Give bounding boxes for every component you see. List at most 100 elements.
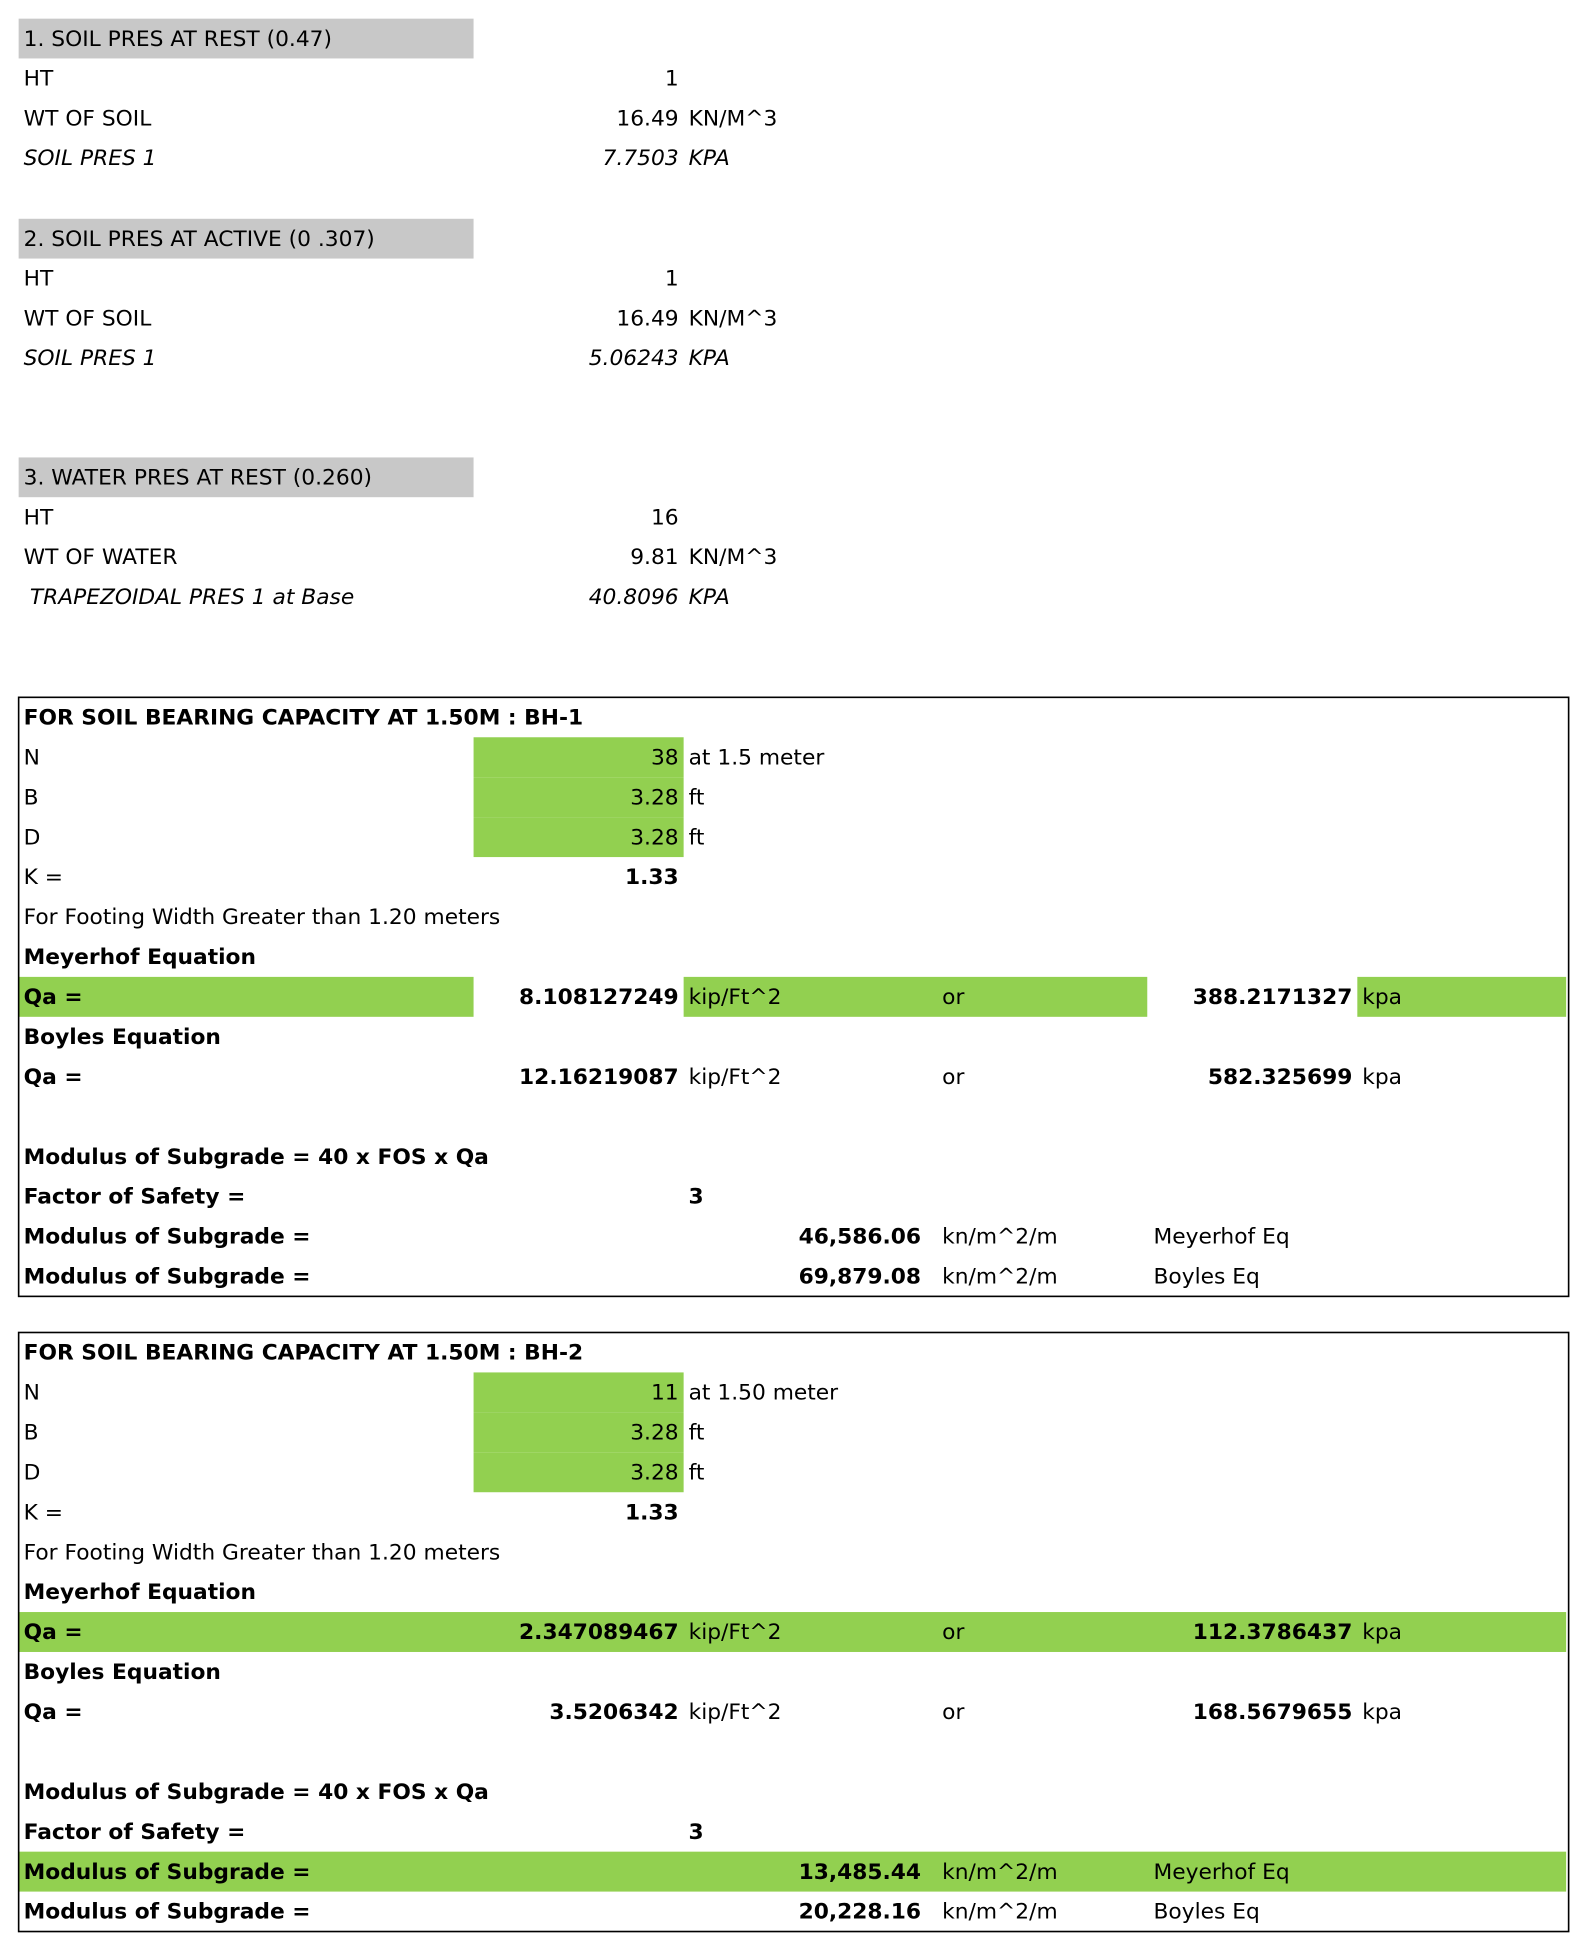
row-unit: kip/Ft^2 bbox=[689, 1620, 782, 1645]
row-unit: ft bbox=[689, 1460, 705, 1485]
safety-factor: 3 bbox=[688, 1820, 703, 1845]
section-header: 1. SOIL PRES AT REST (0.47) bbox=[24, 27, 332, 52]
row-label: Boyles Equation bbox=[24, 1025, 221, 1050]
input-fill bbox=[473, 817, 684, 858]
modulus-value: 46,586.06 bbox=[799, 1225, 921, 1250]
highlight-fill bbox=[18, 976, 474, 1017]
highlight-fill bbox=[18, 1851, 1567, 1892]
row-value: 16.49 bbox=[616, 306, 678, 331]
section-box bbox=[17, 1331, 1570, 1933]
input-value: 3.28 bbox=[630, 1460, 678, 1485]
row-label: B bbox=[24, 1420, 39, 1445]
row-unit-kpa: kpa bbox=[1362, 1620, 1402, 1645]
modulus-unit: kn/m^2/m bbox=[942, 1860, 1057, 1885]
row-or: or bbox=[942, 1620, 964, 1645]
row-value: 16 bbox=[651, 505, 679, 530]
row-value-kpa: 582.325699 bbox=[1208, 1065, 1352, 1090]
row-label: Qa = bbox=[24, 985, 83, 1010]
row-value: 1 bbox=[665, 67, 679, 92]
row-value: 7.7503 bbox=[603, 146, 679, 171]
modulus-note: Boyles Eq bbox=[1153, 1900, 1259, 1925]
input-value: 3.28 bbox=[630, 825, 678, 850]
row-label: Qa = bbox=[24, 1700, 83, 1725]
modulus-note: Meyerhof Eq bbox=[1153, 1225, 1289, 1250]
input-value: 3.28 bbox=[630, 785, 678, 810]
row-value: 16.49 bbox=[616, 106, 678, 131]
cell-texts: 1. SOIL PRES AT REST (0.47) HT 1 WT OF SOIL… bbox=[17, 27, 1570, 1933]
row-value: 1.33 bbox=[625, 1500, 679, 1525]
row-value: 3.5206342 bbox=[549, 1700, 678, 1725]
row-unit-kpa: kpa bbox=[1362, 1700, 1402, 1725]
row-label: Boyles Equation bbox=[24, 1660, 221, 1685]
highlight-fill bbox=[1357, 976, 1567, 1017]
row-unit-kpa: kpa bbox=[1362, 985, 1402, 1010]
row-label: D bbox=[24, 1460, 41, 1485]
row-label: K = bbox=[24, 865, 63, 890]
section-header-fill bbox=[18, 218, 474, 259]
row-label: For Footing Width Greater than 1.20 mete… bbox=[24, 1540, 501, 1565]
modulus-value: 20,228.16 bbox=[799, 1900, 921, 1925]
highlight-fill bbox=[683, 976, 1148, 1017]
row-unit: ft bbox=[689, 1420, 705, 1445]
row-label: Qa = bbox=[24, 1620, 83, 1645]
input-fill bbox=[473, 1372, 684, 1413]
row-unit: ft bbox=[689, 825, 705, 850]
row-value: 2.347089467 bbox=[519, 1620, 679, 1645]
row-or: or bbox=[942, 1065, 964, 1090]
row-unit: at 1.50 meter bbox=[689, 1381, 839, 1406]
input-fill bbox=[473, 737, 684, 778]
row-or: or bbox=[942, 1700, 964, 1725]
row-unit: KN/M^3 bbox=[689, 545, 778, 570]
row-label: D bbox=[24, 825, 41, 850]
row-value: 1 bbox=[665, 267, 679, 292]
row-label: Meyerhof Equation bbox=[24, 945, 256, 970]
row-unit: KN/M^3 bbox=[689, 306, 778, 331]
row-unit: kip/Ft^2 bbox=[689, 1065, 782, 1090]
input-fill bbox=[473, 1452, 684, 1493]
row-label: Modulus of Subgrade = 40 x FOS x Qa bbox=[24, 1780, 489, 1805]
row-label: WT OF WATER bbox=[24, 545, 178, 570]
row-label: For Footing Width Greater than 1.20 mete… bbox=[24, 905, 501, 930]
row-label: Meyerhof Equation bbox=[24, 1580, 256, 1605]
row-label: Qa = bbox=[24, 1065, 83, 1090]
highlight-fill bbox=[18, 1612, 1567, 1652]
row-label: HT bbox=[24, 267, 54, 292]
modulus-unit: kn/m^2/m bbox=[942, 1225, 1057, 1250]
row-or: or bbox=[942, 985, 964, 1010]
modulus-unit: kn/m^2/m bbox=[942, 1900, 1057, 1925]
row-unit: kip/Ft^2 bbox=[689, 1700, 782, 1725]
input-value: 11 bbox=[651, 1381, 679, 1406]
row-value: 12.16219087 bbox=[519, 1065, 679, 1090]
row-unit: KN/M^3 bbox=[689, 106, 778, 131]
row-unit: KPA bbox=[689, 585, 730, 610]
row-label: TRAPEZOIDAL PRES 1 at Base bbox=[30, 585, 354, 610]
row-unit: ft bbox=[689, 785, 705, 810]
row-unit: KPA bbox=[689, 146, 730, 171]
row-label: HT bbox=[24, 505, 54, 530]
input-fill bbox=[473, 777, 684, 818]
row-unit-kpa: kpa bbox=[1362, 1065, 1402, 1090]
row-label: WT OF SOIL bbox=[24, 106, 152, 131]
row-value-kpa: 168.5679655 bbox=[1193, 1700, 1353, 1725]
safety-factor: 3 bbox=[688, 1185, 703, 1210]
row-unit: at 1.5 meter bbox=[689, 745, 825, 770]
modulus-value: 69,879.08 bbox=[799, 1265, 921, 1290]
section-header-fill bbox=[18, 18, 474, 59]
row-value: 9.81 bbox=[630, 545, 678, 570]
row-value: 40.8096 bbox=[589, 585, 679, 610]
row-label: Modulus of Subgrade = bbox=[24, 1265, 311, 1290]
row-label: SOIL PRES 1 bbox=[24, 346, 157, 371]
row-label: Modulus of Subgrade = 40 x FOS x Qa bbox=[24, 1145, 489, 1170]
input-fill bbox=[473, 1412, 684, 1453]
row-label: Factor of Safety = bbox=[24, 1820, 246, 1845]
modulus-note: Meyerhof Eq bbox=[1153, 1860, 1289, 1885]
row-label: B bbox=[24, 785, 39, 810]
row-label: Modulus of Subgrade = bbox=[24, 1860, 311, 1885]
row-value: 5.06243 bbox=[589, 346, 679, 371]
section-title: FOR SOIL BEARING CAPACITY AT 1.50M : BH-… bbox=[24, 705, 584, 730]
row-value: 8.108127249 bbox=[519, 985, 679, 1010]
row-label: Factor of Safety = bbox=[24, 1185, 246, 1210]
modulus-value: 13,485.44 bbox=[799, 1860, 921, 1885]
